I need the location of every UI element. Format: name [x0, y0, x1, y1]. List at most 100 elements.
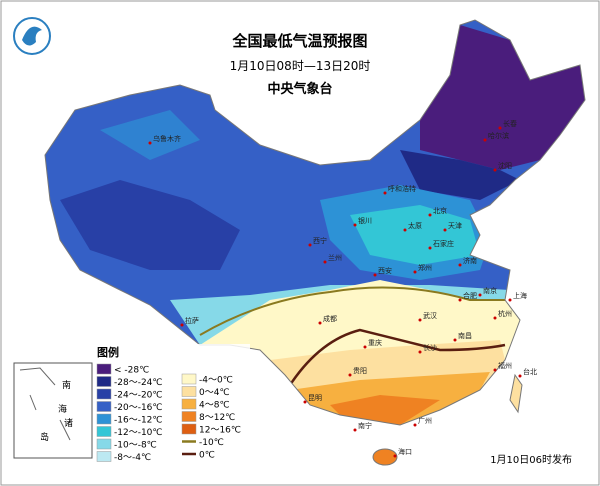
city-dot	[498, 126, 502, 130]
city-label: 贵阳	[353, 366, 367, 375]
legend-swatch	[181, 411, 197, 422]
city-dot	[418, 350, 422, 354]
city-label: 南昌	[458, 331, 472, 340]
legend-label: 0℃	[199, 451, 215, 461]
city-label: 西宁	[313, 236, 327, 245]
city-dot	[443, 228, 447, 232]
legend-label: -8～-4℃	[114, 453, 151, 463]
city-dot	[493, 368, 497, 372]
city-dot	[418, 318, 422, 322]
city-label: 武汉	[423, 311, 437, 320]
city-dot	[493, 316, 497, 320]
city-dot	[353, 428, 357, 432]
legend-label: -20～-16℃	[114, 403, 163, 413]
legend-label: 4～8℃	[199, 401, 230, 411]
legend-swatch	[96, 363, 112, 375]
city-dot	[428, 246, 432, 250]
city-dot	[428, 213, 432, 217]
legend-label: -12～-10℃	[114, 428, 163, 438]
legend-swatch	[181, 398, 197, 410]
city-dot	[318, 321, 322, 325]
city-dot	[518, 374, 522, 378]
city-dot	[478, 293, 482, 297]
agency: 中央气象台	[267, 81, 332, 97]
inset-label: 诸	[64, 418, 73, 429]
inset-label: 岛	[40, 431, 49, 443]
city-label: 兰州	[328, 253, 342, 262]
city-label: 台北	[523, 367, 537, 376]
legend-swatch	[181, 373, 197, 385]
city-label: 沈阳	[498, 161, 512, 170]
legend: < -28℃ -28～-24℃ -24～-20℃ -20～-16℃ -16～-12℃ -1…	[96, 363, 241, 463]
city-label: 南京	[483, 286, 497, 295]
inset-label: 南	[62, 379, 71, 391]
city-dot	[493, 168, 497, 172]
logo	[13, 17, 51, 55]
city-label: 天津	[448, 222, 462, 230]
title: 全国最低气温预报图	[231, 32, 367, 50]
city-dot	[403, 228, 407, 232]
city-label: 西安	[378, 266, 392, 275]
city-dot	[323, 260, 327, 264]
inset-label: 海	[58, 403, 67, 415]
city-label: 乌鲁木齐	[153, 134, 181, 143]
legend-box	[94, 344, 250, 472]
legend-swatch	[96, 438, 112, 450]
city-label: 济南	[463, 256, 477, 265]
city-label: 长春	[503, 119, 517, 128]
city-label: 拉萨	[185, 316, 199, 325]
city-dot	[148, 141, 152, 145]
legend-swatch	[181, 423, 197, 435]
legend-swatch	[96, 451, 112, 462]
city-dot	[180, 323, 184, 327]
issued: 1月10日06时发布	[490, 453, 572, 466]
legend-swatch	[96, 413, 112, 425]
taiwan	[509, 373, 523, 414]
city-label: 石家庄	[433, 239, 454, 248]
city-label: 杭州	[498, 309, 512, 318]
period: 1月10日08时—13日20时	[230, 59, 371, 73]
legend-label: -28～-24℃	[114, 378, 163, 388]
city-label: 重庆	[368, 338, 382, 347]
city-label: 太原	[408, 221, 422, 230]
city-dot	[348, 373, 352, 377]
city-label: 昆明	[308, 394, 322, 402]
city-label: 北京	[433, 206, 447, 215]
city-dot	[413, 423, 417, 427]
city-dot	[413, 270, 417, 274]
city-label: 成都	[323, 314, 337, 323]
legend-swatch	[96, 426, 112, 437]
legend-label: 12～16℃	[199, 426, 241, 436]
legend-label: -10～-8℃	[114, 441, 157, 451]
legend-swatch	[96, 401, 112, 412]
legend-title: 图例	[97, 345, 119, 359]
inset-lines	[19, 367, 71, 441]
city-dot	[373, 273, 377, 277]
city-label: 郑州	[418, 264, 432, 272]
hainan	[372, 448, 398, 466]
legend-label: -4～0℃	[199, 376, 233, 386]
city-label: 上海	[513, 291, 527, 300]
city-label: 海口	[398, 447, 412, 456]
city-label: 福州	[498, 361, 512, 370]
legend-label: 8～12℃	[199, 413, 235, 423]
city-label: 南宁	[358, 421, 372, 430]
legend-label: -10℃	[199, 438, 224, 448]
city-dot	[453, 338, 457, 342]
legend-swatch	[96, 388, 112, 400]
inset-box	[13, 362, 93, 459]
legend-label: 0～4℃	[199, 388, 230, 398]
city-dot	[458, 263, 462, 267]
city-dot	[303, 400, 307, 404]
city-label: 长沙	[423, 343, 437, 352]
legend-label: -16～-12℃	[114, 416, 163, 426]
city-dot	[383, 191, 387, 195]
city-label: 呼和浩特	[388, 184, 416, 193]
city-label: 银川	[358, 216, 372, 225]
city-dot	[483, 138, 487, 142]
city-label: 广州	[418, 416, 432, 425]
city-dot	[363, 345, 367, 349]
